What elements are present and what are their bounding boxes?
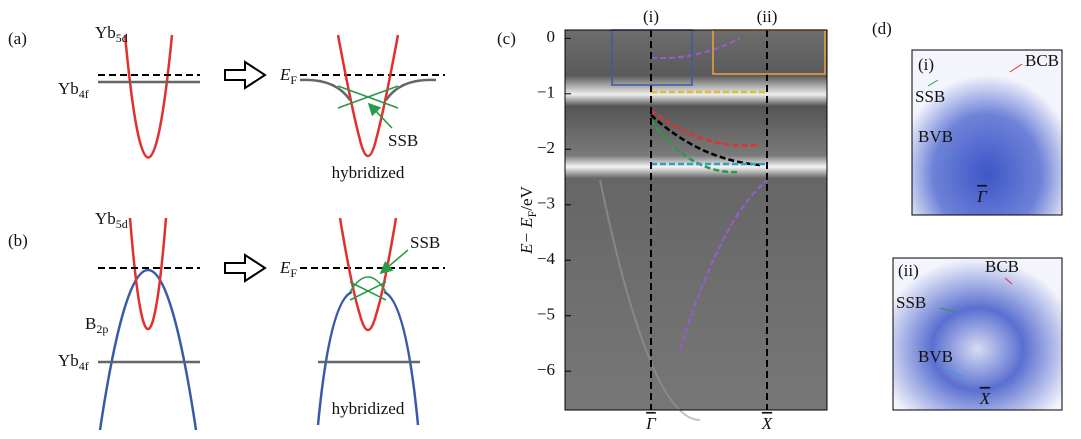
inset-label: (i) xyxy=(918,55,934,74)
fermi-label: EF xyxy=(279,258,297,280)
panel-b-shapes xyxy=(98,217,445,431)
band-label: Yb5d xyxy=(95,209,128,231)
band-label-sub: 5d xyxy=(116,31,128,45)
fermi-label-sub: F xyxy=(290,73,297,87)
y-tick-label: 0 xyxy=(547,27,556,46)
axis-label-rest: /eV xyxy=(517,185,536,210)
band-label-sub: 4f xyxy=(79,87,89,101)
panel-d-insets xyxy=(892,49,1063,411)
band-tag: SSB xyxy=(896,293,926,312)
panel-label: (a) xyxy=(8,29,27,48)
panel-label: (d) xyxy=(872,19,892,38)
band-label-base: Yb xyxy=(95,209,116,228)
band-tag: SSB xyxy=(915,87,945,106)
x-point-label: Γ xyxy=(645,414,657,433)
axis-label-base: E− E xyxy=(517,217,536,255)
axis-label-sub: F xyxy=(525,210,539,217)
panel-c-plot xyxy=(564,29,828,421)
result-label: hybridized xyxy=(332,399,405,418)
band-label: B2p xyxy=(85,314,108,336)
band-label: Yb4f xyxy=(58,351,89,373)
y-tick-label: −4 xyxy=(537,249,556,268)
box-label: (i) xyxy=(643,7,659,26)
fermi-label: EF xyxy=(279,65,297,87)
band-label: Yb5d xyxy=(95,23,128,45)
y-tick-label: −6 xyxy=(537,360,555,379)
band-label: Yb4f xyxy=(58,79,89,101)
band-label-sub: 2p xyxy=(96,322,108,336)
axis-label: E− EF/eV xyxy=(517,185,539,254)
band-tag: BCB xyxy=(1025,51,1059,70)
y-tick-label: −2 xyxy=(537,138,555,157)
state-label: SSB xyxy=(410,233,440,252)
y-tick-label: −3 xyxy=(537,194,555,213)
fermi-label-base: E xyxy=(279,65,291,84)
y-tick-label: −1 xyxy=(537,83,555,102)
fermi-label-base: E xyxy=(279,258,291,277)
fermi-label-sub: F xyxy=(290,266,297,280)
band-label-sub: 4f xyxy=(79,359,89,373)
band-label-base: B xyxy=(85,314,96,333)
band-label-base: Yb xyxy=(58,351,79,370)
band-tag: BCB xyxy=(985,257,1019,276)
y-tick-label: −5 xyxy=(537,305,555,324)
panel-label: (c) xyxy=(497,29,516,48)
point-label: X xyxy=(979,389,991,408)
x-point-label: X xyxy=(761,414,773,433)
state-label: SSB xyxy=(388,131,418,150)
band-tag: BVB xyxy=(918,347,953,366)
point-label: Γ xyxy=(976,187,988,206)
result-label: hybridized xyxy=(332,163,405,182)
band-tag: BVB xyxy=(918,127,953,146)
band-label-base: Yb xyxy=(95,23,116,42)
band-label-base: Yb xyxy=(58,79,79,98)
panel-label: (b) xyxy=(8,231,28,250)
panel-a-shapes xyxy=(98,34,445,159)
inset-label: (ii) xyxy=(898,261,919,280)
box-label: (ii) xyxy=(757,7,778,26)
band-label-sub: 5d xyxy=(116,217,128,231)
